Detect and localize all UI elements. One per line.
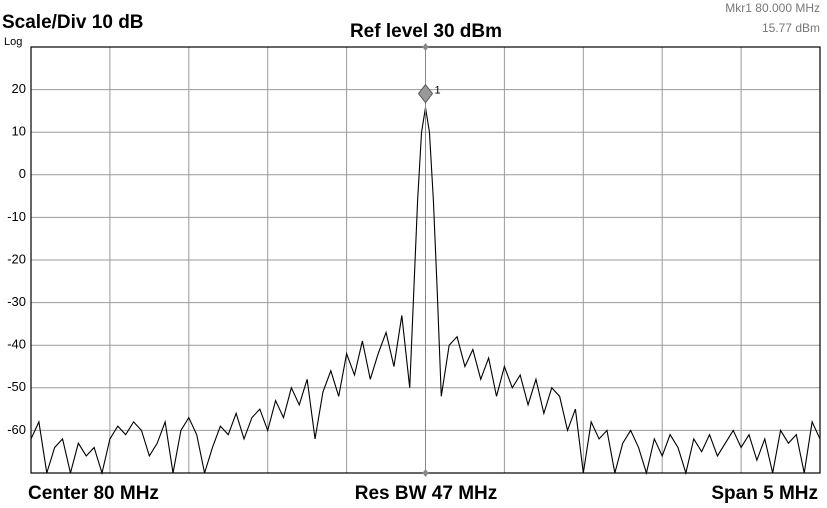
res-bw: Res BW 47 MHz: [355, 483, 498, 504]
marker: [417, 83, 434, 104]
y-tick-label: -10: [7, 209, 26, 224]
y-tick-label: 0: [19, 166, 26, 181]
span: Span 5 MHz: [711, 483, 818, 504]
scale-label: Scale/Div 10 dB: [2, 12, 144, 33]
ref-level: Ref level 30 dBm: [350, 21, 502, 42]
marker-readout-level: 15.77 dBm: [762, 21, 820, 35]
y-tick-label: -60: [7, 422, 26, 437]
y-tick-label: -40: [7, 337, 26, 352]
marker-label: 1: [435, 85, 441, 97]
y-tick-label: 10: [12, 124, 26, 139]
y-tick-label: -20: [7, 251, 26, 266]
scale-type: Log: [4, 36, 22, 48]
marker-readout-freq: Mkr1 80.000 MHz: [725, 1, 820, 15]
y-tick-label: -30: [7, 294, 26, 309]
center-freq: Center 80 MHz: [28, 483, 159, 504]
y-tick-label: 20: [12, 81, 26, 96]
y-tick-label: -50: [7, 379, 26, 394]
